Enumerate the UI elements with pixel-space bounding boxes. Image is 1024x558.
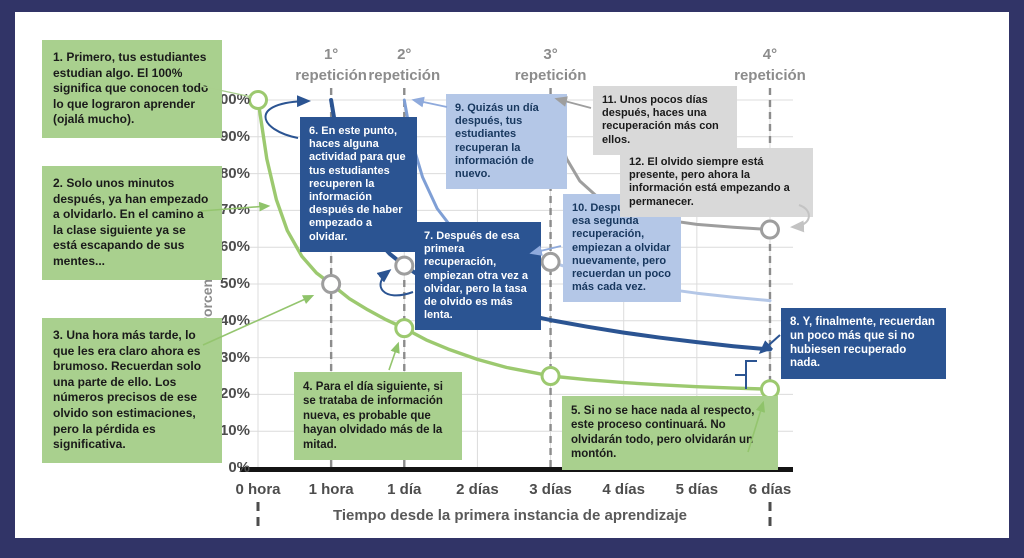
- callout-3: 3. Una hora más tarde, lo que les era cl…: [42, 318, 222, 463]
- callout-1-text: Primero, tus estudiantes estudian algo. …: [53, 50, 209, 127]
- callout-7-number: 7.: [424, 230, 434, 242]
- callout-11-number: 11.: [602, 94, 617, 106]
- callout-4-text: Para el día siguiente, si se trataba de …: [303, 381, 443, 451]
- callout-4-number: 4.: [303, 381, 313, 393]
- curva-olvido-sin-recuperacion: [256, 98, 772, 391]
- callout-5-text: Si no se hace nada al respecto, este pro…: [571, 405, 755, 461]
- data-point: [394, 318, 415, 339]
- callout-8-number: 8.: [790, 316, 800, 328]
- callout-9-text: Quizás un día después, tus estudiantes r…: [455, 102, 539, 180]
- data-point: [540, 366, 561, 386]
- callout-9: 9. Quizás un día después, tus estudiante…: [446, 94, 567, 190]
- callout-11-text: Unos pocos días después, haces una recup…: [602, 94, 719, 146]
- callout-8-text: Y, finalmente, recuerdan un poco más que…: [790, 316, 935, 370]
- repetition-point: [394, 255, 415, 276]
- callout-3-number: 3.: [53, 328, 64, 342]
- x-axis-line: [240, 467, 793, 472]
- callout-8: 8. Y, finalmente, recuerdan un poco más …: [781, 308, 946, 380]
- callout-9-number: 9.: [455, 102, 465, 114]
- callout-11: 11. Unos pocos días después, haces una r…: [593, 86, 737, 155]
- callout-12-text: El olvido siempre está presente, pero ah…: [629, 156, 790, 208]
- callout-1-number: 1.: [53, 50, 64, 64]
- callout-3-text: Una hora más tarde, lo que les era claro…: [53, 328, 202, 452]
- callout-6-text: En este punto, haces alguna actividad pa…: [309, 125, 406, 243]
- callout-2-text: Solo unos minutos después, ya han empeza…: [53, 176, 209, 268]
- data-point: [248, 90, 268, 110]
- callout-12: 12. El olvido siempre está presente, per…: [620, 148, 813, 217]
- repetition-point: [321, 274, 342, 294]
- callout-12-number: 12.: [629, 156, 645, 168]
- callout-2: 2. Solo unos minutos después, ya han emp…: [42, 166, 222, 280]
- callout-4: 4. Para el día siguiente, si se trataba …: [294, 372, 462, 460]
- callout-7-text: Después de esa primera recuperación, emp…: [424, 230, 528, 322]
- callout-6-number: 6.: [309, 125, 319, 137]
- callout-5: 5. Si no se hace nada al respecto, este …: [562, 396, 778, 470]
- callout-10-number: 10.: [572, 202, 588, 214]
- callout-2-number: 2.: [53, 176, 64, 190]
- callout-5-number: 5.: [571, 405, 581, 417]
- x-axis-title: Tiempo desde la primera instancia de apr…: [332, 507, 688, 524]
- callout-6: 6. En este punto, haces alguna actividad…: [300, 117, 417, 252]
- repetition-point: [540, 251, 561, 272]
- repetition-point: [759, 219, 780, 240]
- callout-7: 7. Después de esa primera recuperación, …: [415, 222, 541, 331]
- callout-1: 1. Primero, tus estudiantes estudian alg…: [42, 40, 222, 138]
